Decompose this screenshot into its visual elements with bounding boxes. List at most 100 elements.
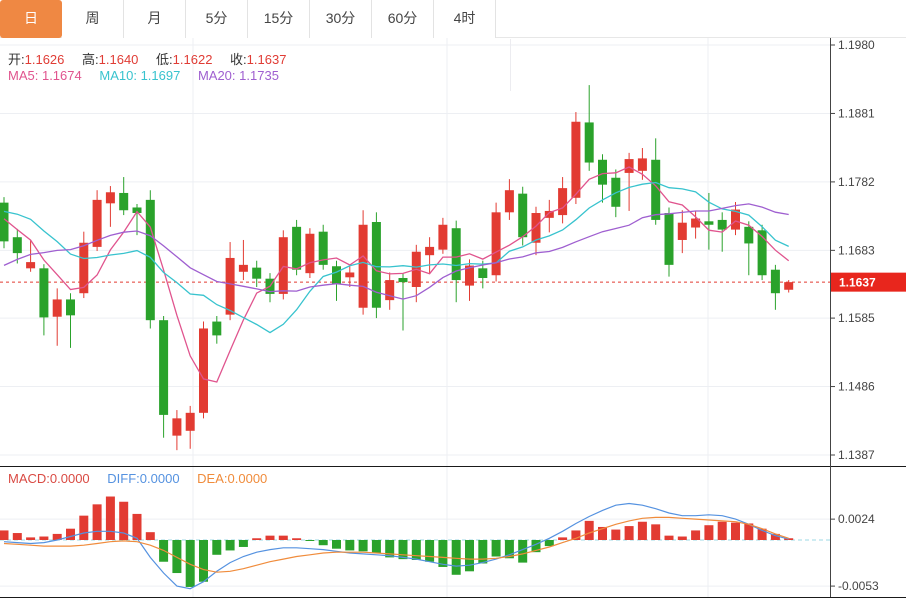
macd-bar — [12, 533, 22, 540]
candle-body — [731, 209, 740, 230]
candle-body — [571, 121, 581, 198]
candle-body — [12, 237, 22, 254]
macd-bar — [145, 532, 155, 540]
macd-bar — [26, 537, 36, 540]
candle-body — [345, 272, 355, 278]
candle-body — [544, 210, 554, 218]
candle-body — [185, 412, 195, 431]
macd-bar — [92, 504, 102, 540]
open-label: 开: — [8, 52, 25, 67]
macd-bar — [677, 536, 687, 540]
candle-body — [465, 265, 474, 286]
tab-60分[interactable]: 60分 — [372, 0, 434, 38]
candle-body — [79, 242, 89, 294]
macd-bar — [278, 535, 288, 540]
macd-bar — [518, 540, 528, 563]
macd-bar — [478, 540, 488, 564]
candle-body — [26, 262, 36, 269]
candle-body — [398, 278, 408, 283]
close-value: 1.1637 — [246, 52, 287, 67]
macd-histogram — [0, 496, 794, 587]
axis-label: 1.1782 — [838, 175, 875, 189]
macd-bar — [318, 540, 328, 546]
current-price-value: 1.1637 — [839, 276, 876, 290]
macd-bar — [238, 540, 248, 547]
macd-bar — [332, 540, 341, 549]
ma10-line — [3, 181, 789, 334]
candle-body — [66, 299, 75, 316]
candle-body — [651, 159, 661, 220]
macd-bar — [491, 540, 501, 557]
tab-15分[interactable]: 15分 — [248, 0, 310, 38]
axis-label: 1.1387 — [838, 448, 875, 462]
tab-30分[interactable]: 30分 — [310, 0, 372, 38]
macd-bar — [292, 538, 302, 540]
macd-bar — [0, 530, 9, 540]
candle-body — [504, 190, 514, 213]
candle-body — [92, 199, 102, 247]
candle-body — [425, 246, 435, 256]
macd-bar — [531, 540, 541, 553]
macd-bar — [544, 540, 554, 547]
macd-bar — [770, 533, 780, 540]
macd-bar — [398, 540, 408, 560]
candle-body — [744, 226, 754, 244]
macd-bar — [39, 536, 49, 540]
diff-value: 0.0000 — [139, 471, 180, 486]
tab-5分[interactable]: 5分 — [186, 0, 248, 38]
diff-label: DIFF: — [107, 471, 140, 486]
macd-bar — [584, 520, 594, 540]
macd-bar — [784, 538, 794, 540]
macd-bar — [371, 540, 381, 554]
close-label: 收: — [230, 52, 247, 67]
macd-bar — [465, 540, 474, 572]
candle-body — [518, 193, 528, 238]
candle-body — [598, 159, 607, 185]
macd-bar — [345, 540, 355, 551]
dea-value: 0.0000 — [227, 471, 268, 486]
candle-body — [531, 213, 541, 243]
dea-label: DEA: — [197, 471, 228, 486]
open-value: 1.1626 — [24, 52, 65, 67]
dea-line — [3, 516, 789, 573]
candle-body — [371, 221, 381, 308]
legend-divider — [510, 39, 511, 91]
macd-bar — [744, 523, 754, 540]
tab-月[interactable]: 月 — [124, 0, 186, 38]
axis-label: 1.1585 — [838, 311, 875, 325]
macd-bar — [624, 526, 634, 540]
candle-body — [132, 207, 142, 214]
macd-bar — [305, 540, 315, 541]
candle-body — [624, 159, 634, 173]
macd-bar — [757, 528, 767, 540]
axis-label: 1.1881 — [838, 106, 875, 120]
macd-bar — [252, 538, 262, 540]
macd-bar — [425, 540, 435, 562]
candle-body — [770, 269, 780, 294]
candle-body — [451, 228, 461, 281]
macd-value: 0.0000 — [49, 471, 90, 486]
macd-bar — [717, 521, 727, 540]
candle-body — [704, 221, 714, 225]
ma-legend: MA5: 1.1674 MA10: 1.1697 MA20: 1.1735 — [8, 68, 293, 83]
tab-4时[interactable]: 4时 — [434, 0, 496, 38]
macd-bar — [611, 529, 621, 540]
macd-bar — [691, 530, 701, 540]
candle-body — [677, 222, 687, 240]
tab-周[interactable]: 周 — [62, 0, 124, 38]
candles — [0, 85, 794, 451]
macd-bar — [651, 524, 661, 540]
macd-bar — [185, 540, 195, 587]
tab-日[interactable]: 日 — [0, 0, 62, 38]
candle-body — [252, 267, 262, 279]
macd-bar — [571, 530, 581, 540]
current-price-badge: 1.1637 — [831, 272, 906, 292]
candle-body — [292, 226, 302, 270]
macd-bar — [704, 525, 714, 540]
macd-bar — [558, 537, 568, 540]
candle-body — [172, 418, 182, 436]
candle-body — [491, 212, 501, 276]
macd-bar — [598, 526, 607, 540]
